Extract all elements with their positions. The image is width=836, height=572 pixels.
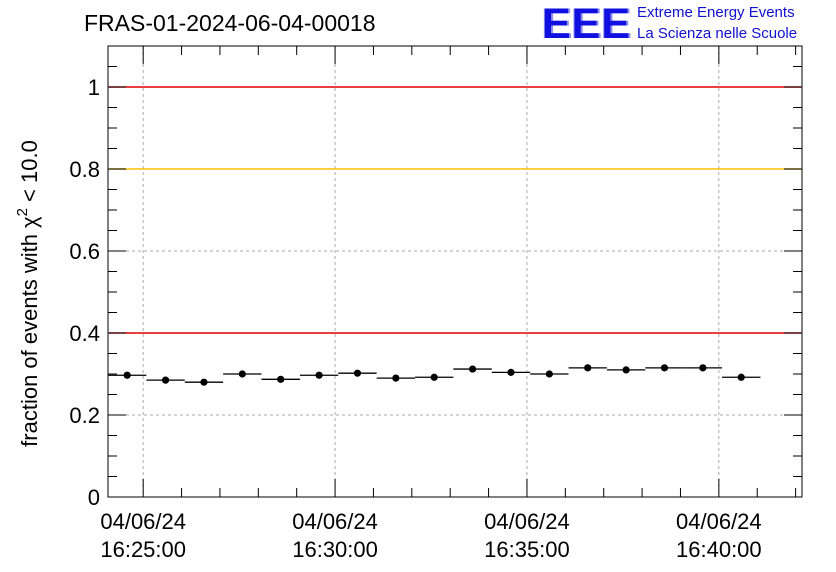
data-point [238, 370, 246, 378]
x-tick-label-time: 16:40:00 [676, 537, 762, 562]
data-point [123, 371, 131, 379]
x-axis: 04/06/24 16:25:00 04/06/24 16:30:00 04/06/24… [100, 46, 797, 562]
data-point [161, 376, 170, 384]
x-tick-label-time: 16:25:00 [100, 537, 186, 562]
y-tick-label: 0.2 [69, 403, 100, 428]
y-tick-label: 0.4 [69, 321, 100, 346]
data-point [430, 373, 438, 381]
data-point [277, 375, 285, 383]
y-tick-label: 0 [88, 485, 100, 510]
x-tick-label-time: 16:35:00 [484, 537, 570, 562]
x-tick-label-time: 16:30:00 [292, 537, 378, 562]
grid-lines [108, 46, 802, 497]
data-point [545, 370, 553, 378]
eee-logo: EEE Extreme Energy Events La Scienza nel… [542, 2, 832, 46]
y-tick-label: 1 [88, 75, 100, 100]
data-point [622, 366, 630, 374]
y-tick-label: 0.6 [69, 239, 100, 264]
x-tick-label-date: 04/06/24 [292, 509, 378, 534]
y-tick-label: 0.8 [69, 157, 100, 182]
data-point [737, 373, 745, 381]
logo-tagline-1: Extreme Energy Events [637, 4, 795, 21]
x-tick-label-date: 04/06/24 [484, 509, 570, 534]
data-point [353, 369, 362, 377]
reference-lines [109, 86, 801, 334]
logo-tagline-2: La Scienza nelle Scuole [637, 25, 798, 42]
plot-frame [107, 45, 803, 498]
x-tick-label-date: 04/06/24 [676, 509, 762, 534]
chart-title: FRAS-01-2024-06-04-00018 [84, 10, 376, 36]
data-point [660, 364, 669, 372]
data-point [315, 371, 323, 379]
data-point [200, 378, 208, 386]
data-point [507, 368, 515, 376]
data-point [468, 365, 477, 373]
data-point [392, 374, 400, 382]
data-point [584, 364, 592, 372]
data-series [108, 364, 761, 386]
y-axis: 0 0.2 0.4 0.6 0.8 1 [69, 66, 802, 510]
data-point [699, 364, 707, 372]
y-axis-label: fraction of events with χ2 < 10.0 [14, 140, 42, 447]
x-tick-label-date: 04/06/24 [100, 509, 186, 534]
eee-logo-mark: EEE [542, 0, 632, 48]
